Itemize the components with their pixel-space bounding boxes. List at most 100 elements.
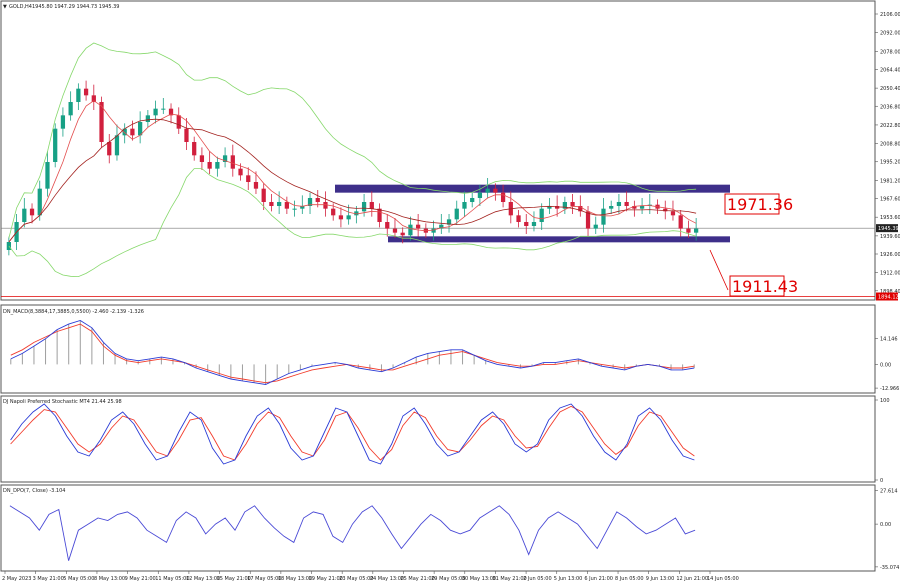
candle-body [678, 215, 683, 229]
date-tick-label: 14 Jun 05:00 [707, 576, 739, 582]
date-tick-label: 23 May 05:00 [339, 576, 373, 582]
candle-body [68, 102, 73, 116]
date-tick-label: 12 May 13:00 [186, 576, 220, 582]
date-tick-label: 15 May 21:00 [217, 576, 251, 582]
date-tick-label: 19 May 21:00 [309, 576, 343, 582]
price-tick-label: 2036.80 [880, 104, 900, 110]
price-tick-label: 2078.00 [880, 49, 900, 55]
candle-body [138, 122, 143, 136]
price-tick-label: 1912.00 [880, 271, 900, 277]
date-tick-label: 6 Jun 21:00 [584, 576, 613, 582]
date-tick-label: 8 May 13:00 [94, 576, 125, 582]
bollinger-upper [8, 42, 697, 239]
price-tick-label: 2008.80 [880, 142, 900, 148]
date-tick-label: 25 May 21:00 [400, 576, 434, 582]
red-price-label: 1894.12 [878, 295, 899, 301]
price-tick-label: 1926.00 [880, 252, 900, 258]
candle-body [246, 175, 251, 182]
candle-body [37, 188, 42, 216]
upper-level-label: 1971.36 [727, 195, 793, 214]
date-tick-label: 18 May 13:00 [278, 576, 312, 582]
price-axis: 2106.00 2092.00 2078.00 2064.40 2050.40 2036.… [875, 12, 900, 571]
candle-body [431, 228, 436, 233]
sub-tick-label: 0 [880, 478, 883, 484]
candle-body [284, 202, 289, 209]
candle-body [29, 208, 35, 216]
date-tick-label: 5 Jun 13:00 [554, 576, 583, 582]
stoch-pane-label: DJ Napoli Preferred Stochastic MT4 21.44… [3, 399, 122, 405]
stoch-k-line [10, 403, 695, 465]
candle-body [446, 219, 452, 225]
date-tick-label: 9 May 21:00 [125, 576, 156, 582]
candle-body [516, 215, 521, 222]
candle-body [663, 208, 668, 212]
candle-body [539, 208, 544, 222]
date-tick-label: 9 Jun 13:00 [646, 576, 675, 582]
candle-body [145, 115, 150, 122]
macd-main-line [10, 320, 695, 385]
candle-body [416, 224, 421, 229]
ohlc-label: 1945.80 1947.29 1944.73 1945.39 [32, 4, 119, 10]
sub-tick-label: -35.074 [880, 565, 899, 571]
candle-body [315, 198, 320, 202]
ma-fast-line [8, 100, 697, 243]
price-tick-label: 1981.20 [880, 178, 900, 184]
sub-tick-label: 0.00 [880, 362, 891, 368]
candle-body [269, 202, 274, 206]
candle-body [493, 188, 498, 193]
dpo-pane-label: DN_DPO(7, Close) -3.104 [3, 488, 65, 494]
candle-body [369, 202, 374, 209]
stoch-pane-frame [0, 395, 876, 483]
candle-body [454, 208, 459, 220]
candle-body [130, 128, 135, 136]
candle-body [91, 95, 96, 102]
upper-level-box [724, 193, 780, 215]
candle-body [292, 208, 297, 210]
candle-body [107, 142, 112, 156]
candle-body [192, 142, 197, 156]
candle-body [99, 102, 104, 142]
candle-body [53, 128, 58, 162]
candle-body [153, 108, 158, 116]
price-tick-label: 2022.80 [880, 123, 900, 129]
price-tick-label: 1939.60 [880, 234, 900, 240]
candle-body [570, 202, 575, 206]
price-tick-label: 1967.60 [880, 197, 900, 203]
candle-body [500, 192, 506, 202]
candle-body [338, 215, 344, 220]
sub-tick-label: 14.146 [880, 337, 898, 343]
candle-body [639, 206, 645, 209]
candle-body [323, 202, 328, 209]
sub-tick-label: 27.614 [880, 488, 898, 494]
date-tick-label: 12 Jun 21:00 [676, 576, 708, 582]
candle-body [215, 162, 220, 169]
candle-body [585, 211, 591, 229]
candle-body [222, 155, 228, 162]
date-tick-label: 31 May 21:00 [492, 576, 526, 582]
candle-body [361, 202, 367, 212]
candle-body [22, 208, 27, 222]
current-price-label: 1945.39 [878, 226, 899, 232]
date-tick-label: 5 May 05:00 [63, 576, 94, 582]
date-tick-label: 17 May 05:00 [247, 576, 281, 582]
candle-body [331, 208, 336, 216]
candle-body [176, 115, 181, 129]
price-tick-label: 2092.00 [880, 31, 900, 37]
candle-body [199, 155, 205, 162]
candle-body [400, 232, 405, 236]
candle-body [45, 162, 50, 189]
candle-body [694, 228, 699, 233]
channel-lower-bar [388, 236, 730, 243]
chart-arrow-icon[interactable]: ▼ [3, 4, 7, 10]
candle-body [578, 206, 583, 212]
price-tick-label: 1953.60 [880, 215, 900, 221]
candle-body [555, 206, 560, 209]
macd-pane-frame [0, 304, 876, 394]
candle-body [616, 202, 622, 206]
candle-body [632, 206, 637, 209]
candle-body [470, 198, 475, 202]
sub-tick-label: -12.966 [880, 386, 899, 392]
macd-pane-label: DN_MACD(8,3884,17,3885,0,5500) -2.460 -2… [3, 309, 144, 315]
candle-body [524, 222, 529, 226]
candle-body [207, 162, 212, 169]
